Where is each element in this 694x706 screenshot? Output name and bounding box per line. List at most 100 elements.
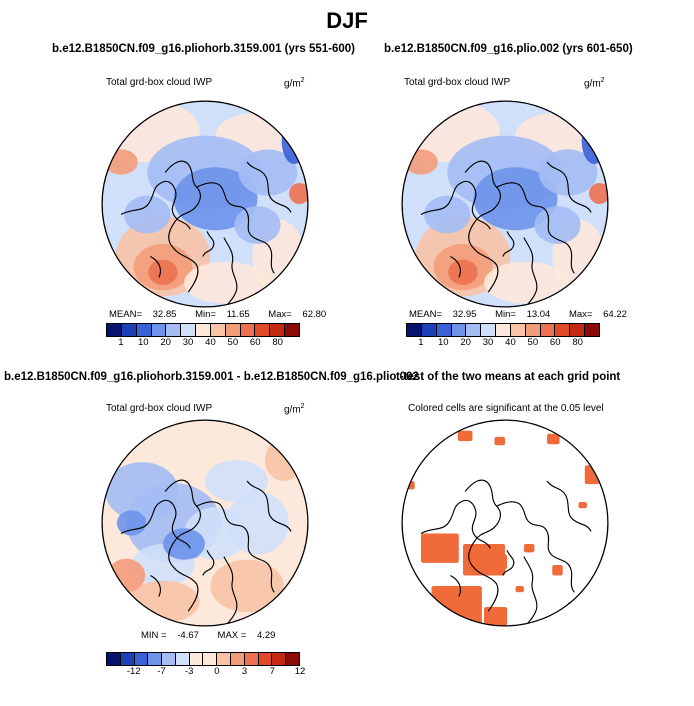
panel-2-mean-label: MEAN= bbox=[409, 309, 442, 320]
panel-2-min-label: Min= bbox=[495, 309, 516, 320]
panel-2-colorbar-swatches bbox=[406, 323, 600, 337]
field-patch bbox=[424, 195, 471, 234]
colorbar-swatch bbox=[189, 653, 204, 665]
colorbar-swatch bbox=[285, 324, 299, 336]
significant-cell bbox=[523, 544, 535, 553]
coastline bbox=[150, 255, 162, 278]
colorbar-swatch bbox=[120, 653, 135, 665]
significant-cell bbox=[552, 565, 563, 576]
panel-3-colorbar: -12 -7 -3 0 3 7 12 bbox=[106, 652, 305, 678]
colorbar-swatch bbox=[255, 324, 271, 336]
colorbar-swatch bbox=[466, 324, 482, 336]
colorbar-swatch bbox=[196, 324, 211, 336]
panel-1-field-label: Total grd-box cloud IWP bbox=[106, 77, 213, 88]
colorbar-tick-label: 80 bbox=[572, 337, 583, 348]
colorbar-swatch bbox=[585, 324, 599, 336]
panel-1-mean-label: MEAN= bbox=[109, 309, 142, 320]
coastline bbox=[246, 161, 292, 213]
panel-2-map bbox=[401, 100, 609, 308]
significant-cell bbox=[515, 586, 524, 593]
colorbar-swatch bbox=[240, 324, 256, 336]
panel-2-stats: MEAN= 32.95 Min= 13.04 Max= 64.22 bbox=[409, 309, 643, 320]
colorbar-tick-label: 1 bbox=[418, 337, 424, 348]
colorbar-swatch bbox=[148, 653, 163, 665]
colorbar-swatch bbox=[181, 324, 197, 336]
panel-1-min-value: 11.65 bbox=[226, 309, 250, 320]
panel-2-field-label: Total grd-box cloud IWP bbox=[404, 77, 511, 88]
significant-cell bbox=[484, 607, 508, 626]
colorbar-tick-label: 50 bbox=[227, 337, 239, 348]
map-boundary bbox=[101, 100, 309, 308]
coastline bbox=[150, 574, 162, 597]
panel-1-map bbox=[101, 100, 309, 308]
panel-4-subtitle: Colored cells are significant at the 0.0… bbox=[408, 403, 604, 414]
coastline bbox=[496, 501, 575, 593]
colorbar-swatch bbox=[166, 324, 182, 336]
panel-1-units-exp: 2 bbox=[300, 77, 305, 84]
field-patch bbox=[264, 439, 303, 481]
panel-3-field-label: Total grd-box cloud IWP bbox=[106, 403, 213, 414]
panel-3-min-value: -4.67 bbox=[177, 630, 199, 641]
coastline bbox=[523, 237, 538, 307]
colorbar-swatch bbox=[496, 324, 511, 336]
colorbar-tick-label: -3 bbox=[184, 666, 194, 677]
colorbar-tick-label: 3 bbox=[241, 666, 248, 677]
coastline bbox=[202, 231, 215, 257]
field-patch bbox=[226, 491, 289, 555]
field-patch bbox=[205, 460, 268, 502]
field-patch bbox=[538, 149, 598, 196]
field-patch bbox=[234, 206, 281, 244]
colorbar-tick-label: 1 bbox=[118, 337, 124, 348]
colorbar-tick-label: 60 bbox=[249, 337, 261, 348]
coastline bbox=[420, 180, 491, 230]
coastline bbox=[502, 231, 515, 257]
figure-title: DJF bbox=[326, 8, 368, 33]
colorbar-swatch bbox=[121, 324, 137, 336]
field-patch bbox=[116, 510, 147, 536]
colorbar-swatch bbox=[203, 653, 218, 665]
coastline bbox=[164, 479, 201, 612]
field-patch bbox=[124, 195, 171, 234]
panel-3-max-value: 4.29 bbox=[256, 630, 276, 641]
colorbar-tick-label: 80 bbox=[272, 337, 283, 348]
field-patch bbox=[448, 259, 478, 285]
colorbar-swatch bbox=[481, 324, 497, 336]
coastline bbox=[164, 160, 201, 293]
coastline bbox=[223, 556, 238, 626]
panel-2-title: b.e12.B1850CN.f09_g16.plio.002 (yrs 601-… bbox=[384, 43, 633, 55]
coastline bbox=[523, 556, 538, 626]
panel-3-max-label: MAX = bbox=[217, 630, 247, 641]
coastline bbox=[496, 182, 575, 274]
panel-1-stats: MEAN= 32.85 Min= 11.65 Max= 62.80 bbox=[109, 309, 342, 320]
field-patch bbox=[589, 183, 608, 204]
colorbar-tick-label: 7 bbox=[269, 666, 275, 677]
coastline bbox=[196, 182, 275, 274]
colorbar-swatch bbox=[175, 653, 190, 665]
panel-1-max-value: 62.80 bbox=[302, 309, 327, 320]
panel-1-colorbar-swatches bbox=[106, 323, 300, 337]
field-patch bbox=[534, 206, 581, 244]
field-patch bbox=[238, 149, 298, 196]
field-patch bbox=[148, 259, 178, 285]
field-patch bbox=[107, 558, 146, 593]
colorbar-swatch bbox=[107, 324, 122, 336]
panel-3-units: g/m2 bbox=[284, 403, 305, 415]
panel-1-units-base: g/m bbox=[284, 78, 301, 90]
colorbar-tick-label: 10 bbox=[438, 337, 449, 348]
panel-3-units-exp: 2 bbox=[300, 403, 305, 410]
coastline bbox=[196, 501, 275, 593]
colorbar-swatch bbox=[151, 324, 167, 336]
coastline bbox=[420, 499, 491, 549]
coastline bbox=[502, 550, 515, 576]
field-patch bbox=[404, 149, 438, 175]
colorbar-tick-label: 20 bbox=[460, 337, 471, 348]
panel-2-mean-value: 32.95 bbox=[452, 309, 477, 320]
panel-3-title: b.e12.B1850CN.f09_g16.pliohorb.3159.001 … bbox=[4, 371, 419, 383]
panel-2-min-value: 13.04 bbox=[526, 309, 551, 320]
panel-3-map bbox=[101, 419, 309, 627]
colorbar-tick-label: 12 bbox=[294, 666, 306, 677]
panel-2-units-exp: 2 bbox=[600, 77, 605, 84]
map-boundary bbox=[401, 100, 609, 308]
panel-1-max-label: Max= bbox=[268, 309, 292, 320]
panel-2-max-label: Max= bbox=[568, 309, 593, 320]
